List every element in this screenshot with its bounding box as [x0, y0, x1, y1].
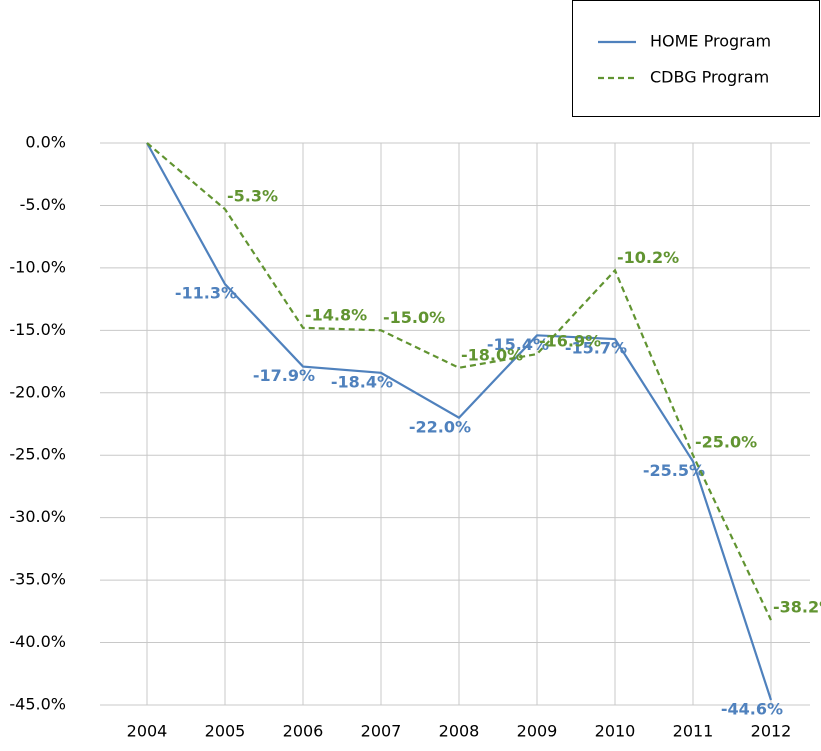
value-label: -25.0%	[695, 433, 757, 452]
value-label: -44.6%	[721, 700, 783, 719]
value-label: -38.2%	[773, 598, 821, 617]
y-tick-label: -5.0%	[20, 195, 66, 214]
legend-label: CDBG Program	[650, 68, 769, 87]
value-label: -25.5%	[643, 461, 705, 480]
x-tick-label: 2005	[205, 722, 246, 741]
y-tick-label: -25.0%	[9, 445, 66, 464]
y-tick-label: -45.0%	[9, 695, 66, 714]
y-tick-label: -30.0%	[9, 507, 66, 526]
x-tick-label: 2010	[595, 722, 636, 741]
x-tick-label: 2012	[751, 722, 792, 741]
value-label: -18.0%	[461, 345, 523, 364]
value-label: -5.3%	[227, 187, 278, 206]
x-tick-label: 2007	[361, 722, 402, 741]
value-label: -14.8%	[305, 305, 367, 324]
y-tick-label: -35.0%	[9, 570, 66, 589]
value-label: -18.4%	[331, 372, 393, 391]
value-label: -22.0%	[409, 417, 471, 436]
y-tick-label: -20.0%	[9, 382, 66, 401]
x-tick-label: 2011	[673, 722, 714, 741]
y-tick-label: -15.0%	[9, 320, 66, 339]
value-label: -10.2%	[617, 248, 679, 267]
x-tick-label: 2004	[127, 722, 168, 741]
y-tick-label: -10.0%	[9, 257, 66, 276]
y-tick-label: 0.0%	[25, 133, 66, 152]
value-label: -15.7%	[565, 339, 627, 358]
legend-label: HOME Program	[650, 32, 771, 51]
series-line	[146, 142, 773, 701]
value-label: -15.4%	[487, 335, 549, 354]
value-label: -16.9%	[539, 332, 601, 351]
x-tick-label: 2009	[517, 722, 558, 741]
x-tick-label: 2008	[439, 722, 480, 741]
value-label: -17.9%	[253, 366, 315, 385]
legend-box	[572, 0, 820, 117]
value-label: -15.0%	[383, 308, 445, 327]
x-tick-label: 2006	[283, 722, 324, 741]
y-tick-label: -40.0%	[9, 632, 66, 651]
value-label: -11.3%	[175, 284, 237, 303]
